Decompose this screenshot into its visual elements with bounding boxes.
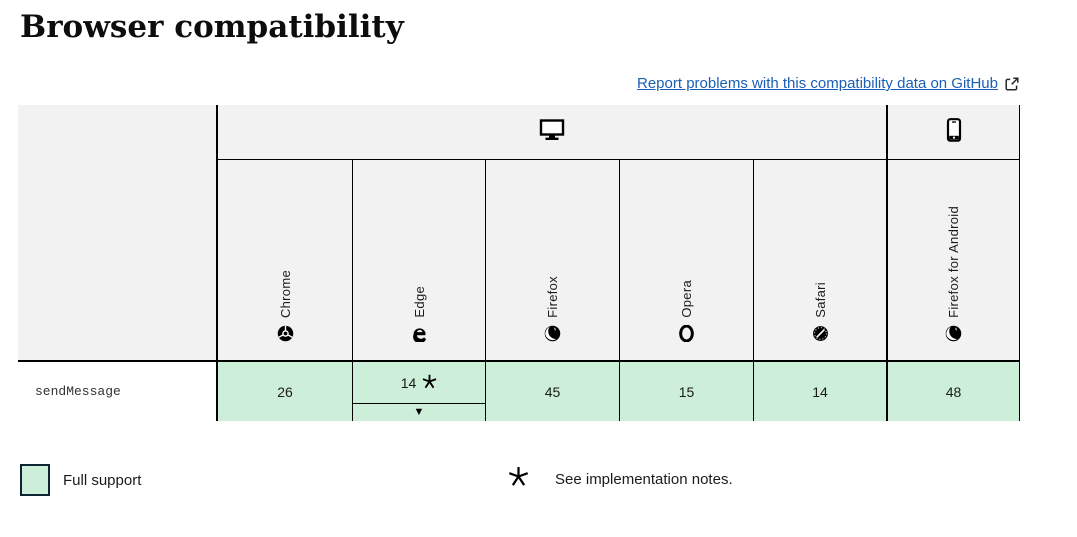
legend-label: Full support xyxy=(63,471,142,489)
browser-header-safari: Safari xyxy=(753,160,886,362)
browser-header-edge: Edge xyxy=(352,160,485,362)
history-toggle[interactable]: ▼ xyxy=(353,403,485,421)
support-value: 14 xyxy=(812,383,828,400)
support-cell-edge[interactable]: 14 ▼ xyxy=(352,362,485,421)
desktop-icon xyxy=(539,118,565,146)
edge-icon xyxy=(411,325,428,347)
support-value: 14 xyxy=(400,374,417,391)
safari-icon xyxy=(812,325,829,347)
support-value: 15 xyxy=(678,383,695,400)
legend-item-implementation-notes: See implementation notes. xyxy=(508,466,733,492)
browser-header-opera: Opera xyxy=(619,160,753,362)
compat-table: Chrome Edge Firefox xyxy=(18,105,1020,421)
firefox-icon xyxy=(544,325,561,347)
platform-mobile-header xyxy=(886,105,1020,160)
support-cell-opera[interactable]: 15 xyxy=(619,362,753,421)
platform-desktop-header xyxy=(218,105,886,160)
support-cell-firefox[interactable]: 45 xyxy=(485,362,619,421)
report-problems-row: Report problems with this compatibility … xyxy=(637,75,1019,92)
firefox-icon xyxy=(945,325,962,347)
feature-name-cell: sendMessage xyxy=(18,362,218,421)
support-value: 45 xyxy=(544,383,561,400)
support-cell-edge-main[interactable]: 14 xyxy=(353,362,485,403)
implementation-note-star-icon xyxy=(508,466,555,492)
support-cell-safari[interactable]: 14 xyxy=(753,362,886,421)
opera-icon xyxy=(678,324,695,347)
support-cell-chrome[interactable]: 26 xyxy=(218,362,352,421)
browser-label: Firefox for Android xyxy=(946,206,961,318)
legend-item-full-support: Full support xyxy=(20,464,141,496)
browser-label: Edge xyxy=(411,286,427,318)
implementation-note-star-icon xyxy=(422,374,437,392)
report-problems-link[interactable]: Report problems with this compatibility … xyxy=(637,75,998,92)
browser-header-firefox: Firefox xyxy=(485,160,619,362)
browser-header-chrome: Chrome xyxy=(218,160,352,362)
browser-header-firefox-android: Firefox for Android xyxy=(886,160,1020,362)
table-corner-cell xyxy=(18,105,218,362)
browser-label: Safari xyxy=(812,282,828,318)
browser-label: Firefox xyxy=(545,276,560,318)
legend-label: See implementation notes. xyxy=(555,470,733,488)
browser-label: Chrome xyxy=(277,269,293,318)
chevron-down-icon: ▼ xyxy=(413,406,425,418)
chrome-icon xyxy=(277,325,294,347)
support-value: 26 xyxy=(277,383,293,400)
mobile-icon xyxy=(946,117,962,147)
legend: Full support See implementation notes. xyxy=(20,458,1060,508)
full-support-swatch xyxy=(20,464,50,496)
support-value: 48 xyxy=(945,383,962,400)
support-cell-firefox-android[interactable]: 48 xyxy=(886,362,1020,421)
browser-label: Opera xyxy=(679,280,694,318)
page-title: Browser compatibility xyxy=(20,9,404,45)
external-link-icon[interactable] xyxy=(1005,76,1019,91)
